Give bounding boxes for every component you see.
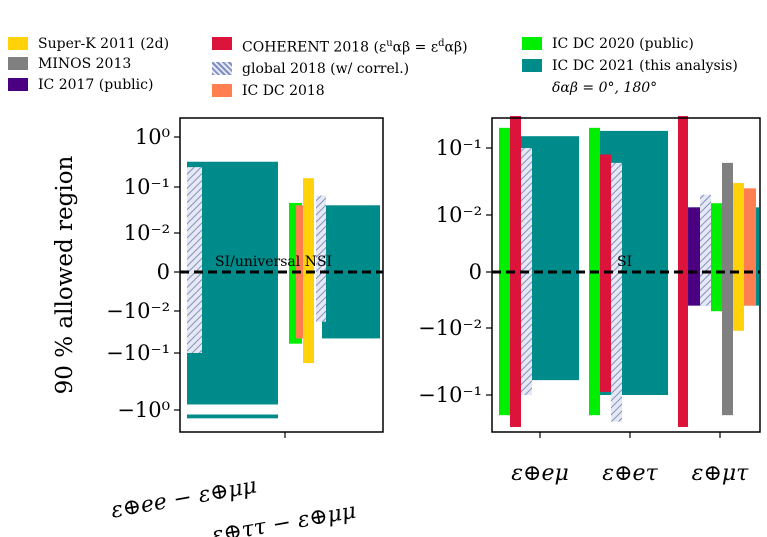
y-tick-label: −10⁻²	[106, 299, 170, 323]
legend-label-icdc2018: IC DC 2018	[242, 83, 325, 99]
y-tick-label: 10⁻¹	[436, 136, 482, 160]
x-tick-label: ε⊕ττ − ε⊕μμ	[210, 499, 358, 537]
x-tick-label: ε⊕eμ	[511, 461, 569, 486]
bar-minos-2013-0	[722, 162, 733, 416]
y-tick-label: 10⁻²	[436, 203, 482, 227]
y-axis-label: 90 % allowed region	[52, 155, 78, 394]
y-tick-label: −10⁰	[117, 398, 170, 422]
bar-coherent-2018-u-d--0	[510, 116, 521, 427]
delta-note: δαβ = 0°, 180°	[552, 80, 658, 96]
y-tick-label: 10⁰	[135, 125, 170, 149]
legend-label-icdc2021: IC DC 2021 (this analysis)	[552, 58, 738, 74]
y-tick-label: 10⁻¹	[124, 175, 170, 199]
legend-swatch-icdc2021	[522, 59, 542, 72]
bar-global-2018-w-correl--0	[700, 194, 711, 306]
bar-ic-dc-2021-this-analysis--1	[187, 414, 278, 419]
y-tick-label: 0	[157, 260, 170, 284]
bar-global-2018-w-correl--0	[611, 162, 622, 422]
bar-global-2018-w-correl--0	[316, 195, 326, 322]
annotation: SI/universal NSI	[215, 254, 332, 270]
axes-frame	[179, 117, 384, 433]
panel-2: SI 10⁻¹ 10⁻² 0 −10⁻² −10⁻¹ ε⊕eμ ε⊕eτ ε⊕μτ	[418, 116, 761, 486]
y-tick-label: −10⁻²	[418, 316, 482, 340]
legend-label-superk: Super-K 2011 (2d)	[38, 36, 170, 52]
legend-label-coherent: COHERENT 2018 (εuαβ = εdαβ)	[242, 38, 468, 56]
x-tick-label: ε⊕eτ	[602, 461, 658, 486]
bar-ic-dc-2020-public--0	[711, 203, 722, 312]
bar-ic-2017-public--0	[688, 207, 700, 306]
x-tick-label: ε⊕ee − ε⊕μμ	[109, 473, 259, 523]
annotation: SI	[617, 254, 632, 270]
y-tick-label: −10⁻¹	[418, 383, 482, 407]
legend-swatch-coherent	[212, 37, 232, 50]
legend-label-ic2017: IC 2017 (public)	[38, 77, 154, 93]
y-tick-label: 10⁻²	[124, 221, 170, 245]
legend-swatch-superk	[8, 37, 28, 50]
legend-swatch-ic2017	[8, 78, 28, 91]
legend-label-global: global 2018 (w/ correl.)	[242, 61, 410, 77]
panel-1: SI/universal NSI 10⁰ 10⁻¹ 10⁻² 0 −10⁻² −10⁻¹ −1…	[52, 117, 384, 537]
y-tick-label: −10⁻¹	[106, 341, 170, 365]
legend-swatch-minos	[8, 57, 28, 70]
bar-super-k-2011-2d--0	[733, 183, 744, 331]
legend-label-icdc2020: IC DC 2020 (public)	[552, 36, 694, 52]
bar-ic-dc-2018-0	[744, 188, 756, 306]
legend-label-minos: MINOS 2013	[38, 56, 132, 72]
legend-swatch-global	[212, 62, 232, 75]
axes-frame	[491, 117, 761, 433]
bar-ic-dc-2021-this-analysis--0	[187, 161, 278, 405]
y-tick-label: 0	[469, 260, 482, 284]
legend-swatch-icdc2020	[522, 37, 542, 50]
bar-global-2018-w-correl--0	[187, 167, 202, 353]
legend-swatch-icdc2018	[212, 84, 232, 97]
x-tick-label: ε⊕μτ	[692, 461, 750, 486]
bar-ic-dc-2020-public--0	[499, 127, 510, 416]
